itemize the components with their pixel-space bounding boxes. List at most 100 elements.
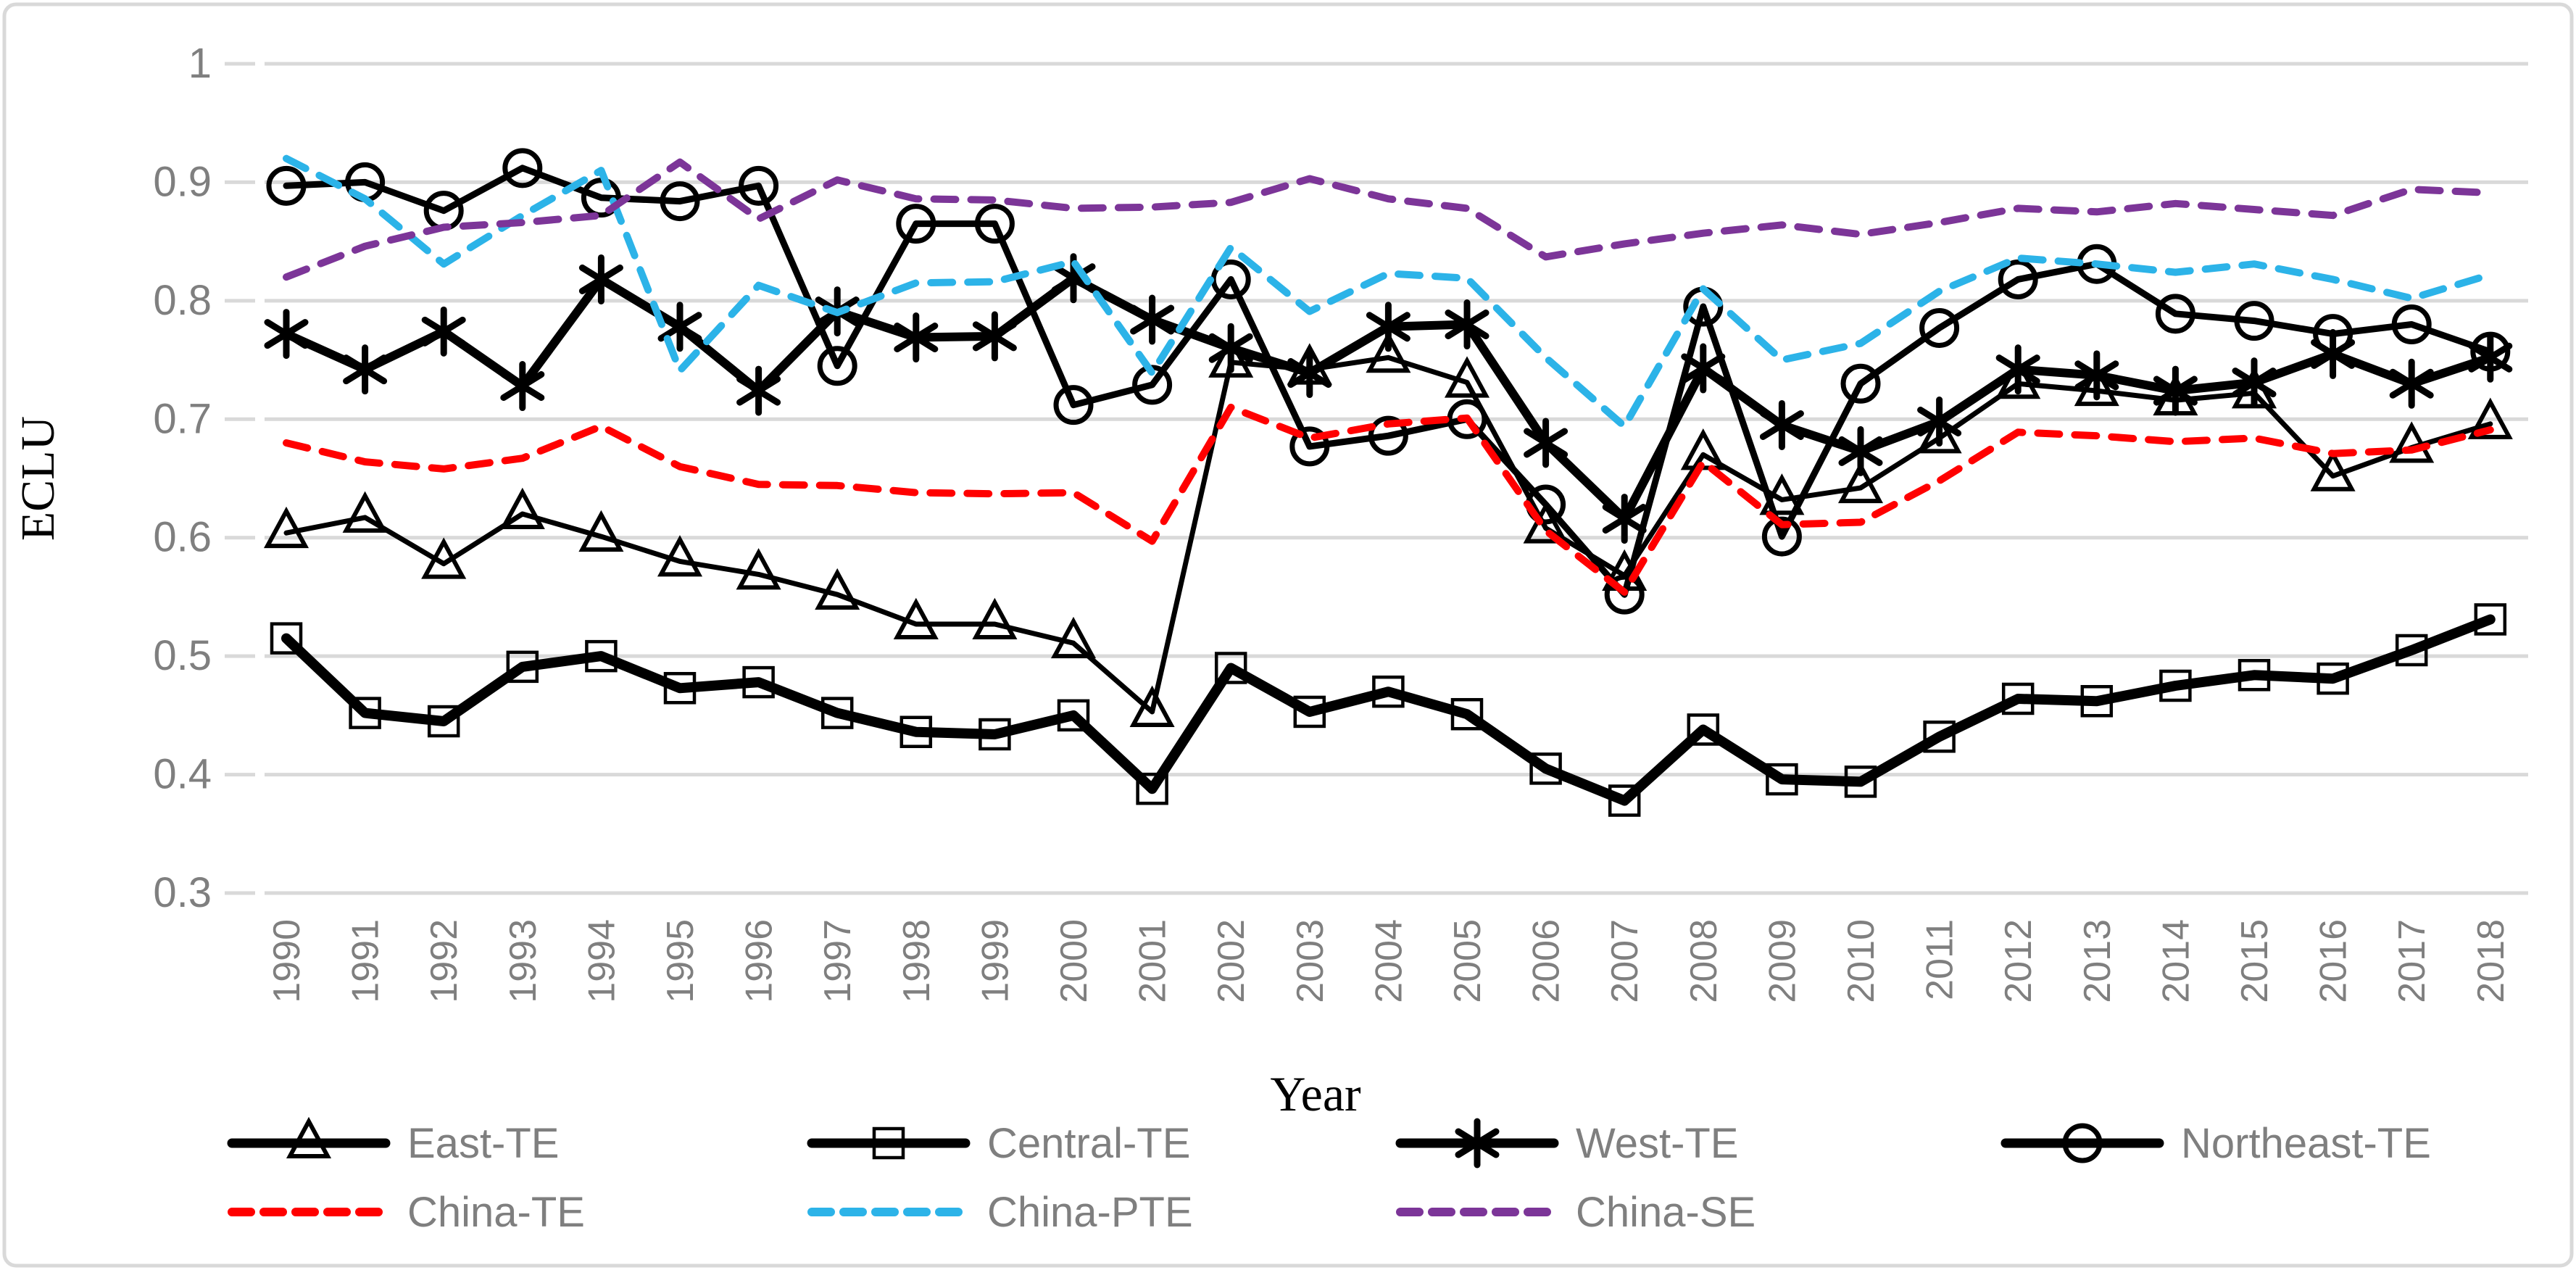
triangle-marker bbox=[1444, 356, 1490, 398]
triangle-marker bbox=[2467, 397, 2513, 439]
series-line bbox=[283, 165, 2494, 598]
circle-marker bbox=[1604, 574, 1645, 615]
square-marker bbox=[1608, 784, 1641, 817]
square-marker bbox=[899, 715, 933, 748]
square-marker bbox=[663, 672, 697, 705]
x-axis-tick-label: 2001 bbox=[1132, 919, 1174, 1003]
circle-marker bbox=[1368, 415, 1408, 456]
triangle-marker bbox=[815, 568, 860, 610]
series-china-pte bbox=[283, 154, 2494, 431]
triangle-marker bbox=[2074, 364, 2119, 407]
triangle-marker bbox=[421, 537, 467, 579]
triangle-marker bbox=[1916, 412, 1962, 454]
asterisk-marker bbox=[1208, 323, 1253, 373]
y-axis-tick-label: 0.6 bbox=[153, 514, 212, 561]
legend: East-TE Central-TE West-TE Northeast-TE Chin… bbox=[227, 1116, 2431, 1236]
asterisk-marker bbox=[1917, 397, 1962, 447]
triangle-marker bbox=[972, 597, 1018, 640]
triangle-marker bbox=[263, 506, 309, 549]
x-axis-tick-label: 1998 bbox=[896, 919, 938, 1003]
x-axis-tick-label: 2003 bbox=[1289, 919, 1331, 1003]
circle-marker bbox=[1919, 307, 1960, 348]
triangle-marker bbox=[499, 487, 545, 530]
square-marker bbox=[2080, 684, 2114, 718]
series-group bbox=[263, 148, 2513, 817]
asterisk-marker bbox=[1524, 418, 1569, 468]
x-axis-tick-label: 2008 bbox=[1683, 919, 1725, 1003]
legend-item-west-te: West-TE bbox=[1395, 1118, 1739, 1169]
x-axis-tick-label: 2014 bbox=[2155, 919, 2197, 1003]
x-axis-tick-label: 2002 bbox=[1210, 919, 1252, 1003]
square-marker bbox=[270, 622, 303, 655]
series-line bbox=[283, 154, 2494, 431]
y-axis-tick-label: 0.4 bbox=[153, 751, 212, 798]
circle-marker bbox=[266, 165, 307, 206]
square-marker bbox=[1529, 752, 1562, 785]
x-axis-tick-label: 2012 bbox=[1998, 919, 2040, 1003]
x-axis-tick-label: 1996 bbox=[739, 919, 781, 1003]
x-axis-tick-label: 2010 bbox=[1840, 919, 1882, 1003]
asterisk-marker bbox=[578, 254, 623, 304]
square-marker bbox=[1687, 713, 1720, 746]
square-marker bbox=[2474, 603, 2507, 636]
x-axis-tick-label: 2000 bbox=[1053, 919, 1095, 1003]
asterisk-marker bbox=[1759, 399, 1804, 450]
series-china-te bbox=[283, 403, 2494, 596]
y-axis-tick-label: 0.5 bbox=[153, 632, 212, 679]
square-marker bbox=[872, 1126, 905, 1160]
x-axis-tick-label: 2017 bbox=[2391, 919, 2433, 1003]
y-axis-tick-label: 0.9 bbox=[153, 158, 212, 205]
asterisk-marker bbox=[2389, 358, 2434, 409]
legend-label: Northeast-TE bbox=[2181, 1120, 2431, 1167]
series-central-te bbox=[270, 603, 2507, 817]
x-axis-tick-label: 2011 bbox=[1919, 919, 1961, 1000]
triangle-marker bbox=[1523, 502, 1569, 544]
y-axis-tick-label: 1 bbox=[188, 40, 212, 87]
asterisk-marker bbox=[1287, 348, 1332, 399]
circle-marker bbox=[2062, 1123, 2103, 1163]
circle-marker bbox=[817, 346, 857, 386]
triangle-marker bbox=[1208, 336, 1254, 378]
square-marker bbox=[1214, 652, 1247, 684]
square-marker bbox=[1766, 763, 1798, 796]
x-axis-tick-label: 1993 bbox=[502, 919, 544, 1003]
asterisk-marker bbox=[1995, 344, 2040, 395]
x-axis-tick-labels: 1990 1991 1992 1993 1994 1995 1996 1997 1998 1999… bbox=[266, 919, 2512, 1003]
legend-label: Central-TE bbox=[987, 1120, 1190, 1167]
circle-marker bbox=[2155, 294, 2195, 334]
asterisk-marker bbox=[894, 312, 939, 363]
circle-marker bbox=[974, 204, 1015, 244]
square-marker bbox=[1844, 765, 1877, 798]
triangle-marker bbox=[1050, 616, 1097, 659]
triangle-marker bbox=[657, 535, 703, 577]
y-axis-title: ECLU bbox=[12, 416, 65, 541]
x-axis-tick-label: 2005 bbox=[1447, 919, 1489, 1003]
series-china-se bbox=[283, 158, 2494, 281]
asterisk-marker bbox=[2153, 365, 2198, 416]
square-marker bbox=[742, 665, 775, 699]
x-axis-tick-label: 2013 bbox=[2077, 919, 2119, 1003]
x-axis-title: Year bbox=[1270, 1066, 1361, 1121]
x-axis-tick-label: 2007 bbox=[1604, 919, 1646, 1003]
x-axis-tick-label: 1999 bbox=[974, 919, 1016, 1003]
square-marker bbox=[1372, 675, 1405, 708]
square-marker bbox=[1136, 772, 1168, 805]
triangle-marker bbox=[736, 548, 781, 590]
asterisk-marker bbox=[1366, 302, 1410, 352]
series-line bbox=[283, 403, 2494, 596]
legend-label: West-TE bbox=[1576, 1120, 1739, 1167]
asterisk-marker bbox=[1602, 494, 1647, 544]
square-marker bbox=[585, 639, 618, 673]
asterisk-marker bbox=[2232, 357, 2277, 408]
circle-marker bbox=[1761, 516, 1802, 557]
asterisk-marker bbox=[972, 311, 1017, 362]
circle-marker bbox=[1289, 426, 1330, 467]
triangle-marker bbox=[2310, 449, 2356, 491]
gridlines-group bbox=[225, 62, 2528, 895]
x-axis-tick-label: 1991 bbox=[345, 919, 387, 1003]
square-marker bbox=[1293, 695, 1326, 729]
asterisk-marker bbox=[1130, 294, 1175, 345]
triangle-marker bbox=[1759, 473, 1805, 515]
x-axis-tick-label: 2004 bbox=[1368, 919, 1410, 1003]
circle-marker bbox=[1998, 259, 2038, 299]
